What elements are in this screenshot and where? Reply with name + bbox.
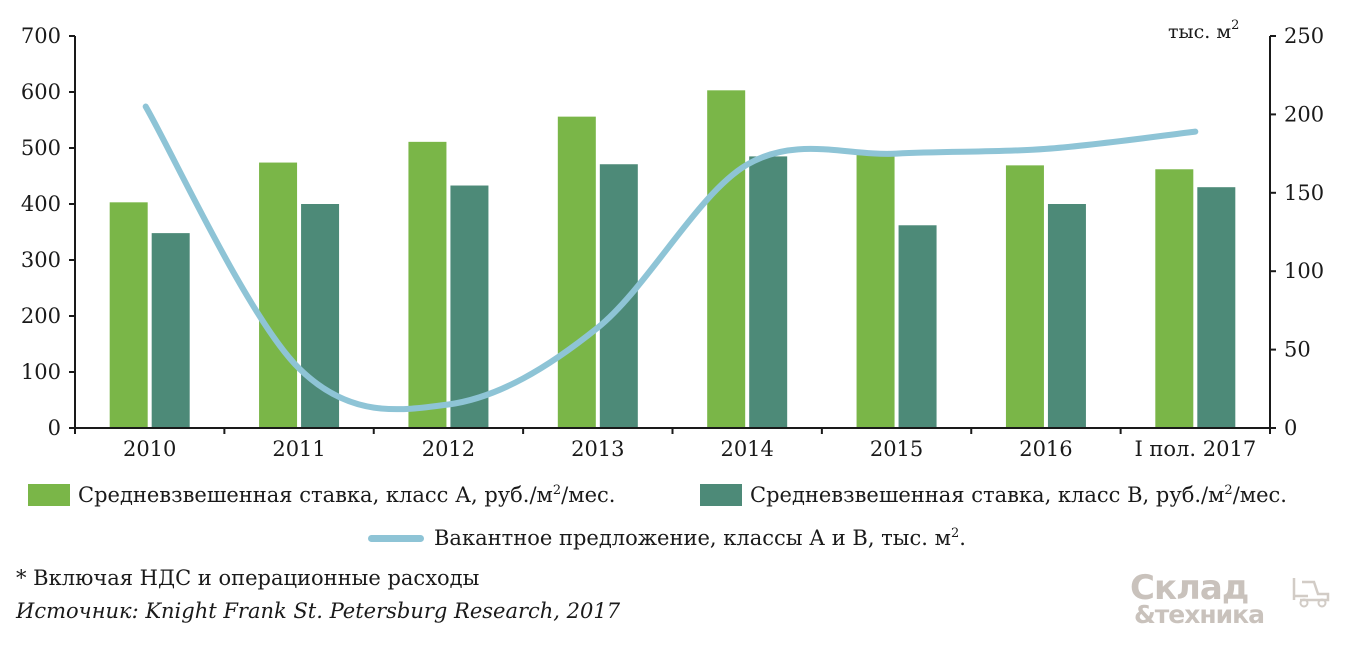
bar-class-a-0	[109, 202, 148, 428]
bar-class-b-6	[1047, 204, 1086, 428]
left-tick-label-7: 700	[21, 24, 61, 48]
right-tick-label-4: 200	[1284, 102, 1324, 126]
bar-class-a-4	[707, 90, 746, 428]
right-tick-label-2: 100	[1284, 259, 1324, 283]
bar-class-a-2	[408, 141, 447, 428]
legend-label-vacancy: Вакантное предложение, классы А и В, тыс…	[434, 526, 966, 550]
bar-class-b-5	[898, 225, 937, 428]
left-tick-label-6: 600	[21, 80, 61, 104]
right-tick-label-5: 250	[1284, 24, 1324, 48]
bar-class-b-2	[450, 185, 489, 428]
right-tick-label-0: 0	[1284, 416, 1297, 440]
source-note: Источник: Knight Frank St. Petersburg Re…	[16, 599, 621, 623]
logo-text-top: Склад	[1130, 568, 1249, 608]
bar-class-a-6	[1005, 165, 1044, 429]
vacancy-line	[142, 103, 1199, 413]
left-tick-label-2: 200	[21, 304, 61, 328]
bar-class-b-4	[749, 156, 788, 428]
bar-class-b-0	[151, 233, 190, 428]
legend-swatch-vacancy	[368, 534, 424, 542]
x-tick-label-3: 2013	[571, 437, 624, 461]
right-tick-label-3: 150	[1284, 181, 1324, 205]
x-tick-label-4: 2014	[720, 437, 773, 461]
bar-class-b-7	[1197, 187, 1236, 428]
x-tick-label-2: 2012	[422, 437, 475, 461]
x-tick-label-7: I пол. 2017	[1134, 437, 1256, 461]
legend-label-class-a: Средневзвешенная ставка, класс А, руб./м…	[78, 483, 616, 507]
line-layer	[142, 103, 1199, 413]
legend-item-vacancy: Вакантное предложение, классы А и В, тыс…	[368, 526, 966, 550]
x-tick-label-0: 2010	[123, 437, 176, 461]
logo-text-bottom: &техника	[1134, 600, 1265, 629]
left-tick-label-4: 400	[21, 192, 61, 216]
footnote: * Включая НДС и операционные расходы	[16, 566, 480, 590]
forklift-icon	[1292, 578, 1330, 608]
x-tick-label-6: 2016	[1019, 437, 1072, 461]
legend-item-class-a: Средневзвешенная ставка, класс А, руб./м…	[28, 483, 615, 507]
bar-class-a-3	[557, 116, 596, 428]
x-tick-label-5: 2015	[870, 437, 923, 461]
bar-class-a-5	[856, 153, 895, 428]
chart: 0 100 200 300 400 500 600 700 0 50 100 150 200 250 201…	[21, 18, 1324, 461]
legend-item-class-b: Средневзвешенная ставка, класс В, руб./м…	[700, 483, 1287, 507]
legend-swatch-class-b	[700, 484, 742, 506]
legend-label-class-b: Средневзвешенная ставка, класс В, руб./м…	[750, 483, 1287, 507]
bar-class-a-7	[1155, 169, 1194, 428]
bar-class-a-1	[259, 162, 298, 428]
axes-layer: 0 100 200 300 400 500 600 700 0 50 100 150 200 250 201…	[21, 24, 1324, 461]
bars-layer	[109, 90, 1236, 429]
publisher-logo: Склад &техника	[1128, 568, 1338, 636]
left-tick-label-3: 300	[21, 248, 61, 272]
right-axis-unit-label: тыс. м2	[1168, 18, 1239, 43]
left-tick-label-5: 500	[21, 136, 61, 160]
left-tick-label-0: 0	[48, 416, 61, 440]
legend-swatch-class-a	[28, 484, 70, 506]
x-tick-label-1: 2011	[272, 437, 325, 461]
left-tick-label-1: 100	[21, 360, 61, 384]
right-tick-label-1: 50	[1284, 338, 1311, 362]
